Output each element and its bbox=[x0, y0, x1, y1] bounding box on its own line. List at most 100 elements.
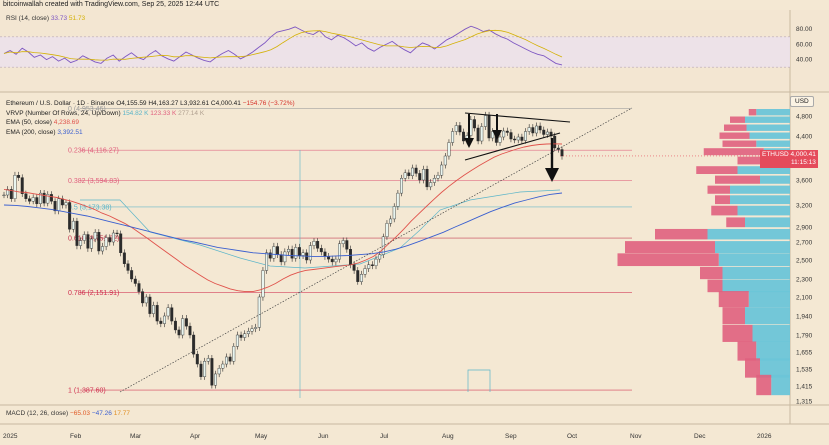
vrvp-total-value: 277.14 K bbox=[178, 109, 205, 117]
candle-up bbox=[443, 155, 447, 166]
candle-down bbox=[323, 251, 327, 257]
volume-profile-up-bar bbox=[756, 140, 790, 147]
candle-up bbox=[378, 254, 382, 260]
candle-down bbox=[553, 135, 557, 149]
candle-down bbox=[345, 240, 349, 250]
candle-up bbox=[93, 232, 97, 240]
rsi-band bbox=[0, 36, 790, 68]
volume-profile-up-bar bbox=[748, 291, 790, 308]
candle-up bbox=[480, 126, 484, 142]
candle-down bbox=[316, 241, 320, 249]
candle-up bbox=[440, 164, 444, 176]
candle-up bbox=[447, 142, 451, 157]
candle-down bbox=[119, 233, 123, 253]
candle-down bbox=[228, 356, 232, 362]
volume-profile-down-bar bbox=[617, 253, 719, 267]
candle-up bbox=[403, 172, 407, 179]
candle-down bbox=[542, 129, 546, 135]
volume-profile-down-bar bbox=[756, 374, 772, 396]
volume-profile-up-bar bbox=[718, 253, 790, 267]
volume-profile-down-bar bbox=[726, 217, 745, 228]
ema200-value: 3,392.51 bbox=[57, 128, 83, 136]
candle-up bbox=[39, 192, 42, 204]
volume-profile-up-bar bbox=[715, 241, 790, 254]
candle-up bbox=[491, 131, 495, 139]
candle-down bbox=[133, 278, 137, 284]
candle-up bbox=[225, 356, 228, 365]
candle-up bbox=[2, 194, 6, 197]
macd-hist-value: 17.77 bbox=[113, 410, 130, 417]
candle-down bbox=[20, 177, 24, 194]
time-tick-label: Sep bbox=[505, 433, 517, 440]
candle-up bbox=[308, 245, 312, 261]
candle-down bbox=[17, 174, 21, 178]
time-tick-label: Feb bbox=[70, 433, 82, 440]
candle-up bbox=[498, 136, 502, 143]
candle-up bbox=[392, 206, 396, 220]
rsi-line bbox=[3, 25, 563, 66]
price-tick-label: 1,655 bbox=[796, 350, 813, 357]
price-tick-label: 1,415 bbox=[796, 384, 813, 391]
volume-profile-up-bar bbox=[737, 166, 790, 174]
symbol-title: Ethereum / U.S. Dollar · 1D · Binance bbox=[6, 100, 115, 107]
candle-down bbox=[538, 125, 542, 131]
candle-down bbox=[49, 194, 53, 202]
candle-down bbox=[513, 138, 517, 141]
volume-profile-down-bar bbox=[711, 205, 738, 216]
candle-up bbox=[527, 127, 531, 132]
volume-profile-down-bar bbox=[715, 195, 730, 205]
price-tick-label: 3,600 bbox=[796, 178, 813, 185]
triangle-lower-line bbox=[464, 132, 561, 161]
volume-profile-down-bar bbox=[719, 132, 750, 139]
fib-level-label: 1 (1,387.60) bbox=[68, 388, 106, 395]
currency-button[interactable]: USD bbox=[790, 96, 814, 107]
candle-up bbox=[235, 334, 239, 347]
candle-down bbox=[425, 168, 429, 188]
candle-down bbox=[330, 258, 334, 263]
candle-up bbox=[374, 258, 378, 266]
candle-up bbox=[181, 318, 185, 336]
candle-up bbox=[429, 182, 433, 188]
candle-up bbox=[71, 220, 75, 230]
candle-up bbox=[163, 315, 166, 324]
candle-down bbox=[115, 232, 119, 235]
candle-up bbox=[144, 296, 148, 304]
volume-profile-up-bar bbox=[707, 228, 790, 240]
volume-profile-up-bar bbox=[737, 205, 790, 216]
candle-down bbox=[505, 130, 509, 133]
candle-up bbox=[265, 252, 269, 271]
time-tick-label: Jul bbox=[380, 433, 389, 440]
candle-up bbox=[232, 346, 236, 362]
candle-down bbox=[458, 125, 462, 133]
candle-up bbox=[261, 270, 265, 298]
candle-down bbox=[192, 334, 196, 355]
candle-down bbox=[159, 320, 163, 324]
candle-up bbox=[152, 305, 155, 314]
candle-up bbox=[432, 177, 436, 183]
candle-down bbox=[531, 127, 535, 134]
last-price-tag: ETHUSD 4,000.41 11:15:13 bbox=[760, 150, 818, 168]
candle-down bbox=[356, 270, 360, 282]
ema200-line bbox=[3, 192, 563, 257]
vrvp-down-value: 123.33 K bbox=[150, 109, 177, 117]
volume-profile-down-bar bbox=[722, 140, 757, 147]
volume-profile-up-bar bbox=[760, 175, 790, 184]
candle-up bbox=[257, 296, 261, 328]
candle-up bbox=[363, 268, 367, 275]
price-tick-label: 2,100 bbox=[796, 295, 813, 302]
fib-level-label: 0 (4,953.46) bbox=[68, 106, 106, 113]
candle-down bbox=[370, 264, 374, 266]
volume-profile-up-bar bbox=[771, 374, 790, 396]
candle-down bbox=[141, 291, 145, 304]
candle-down bbox=[108, 237, 112, 243]
candle-down bbox=[97, 232, 101, 252]
candle-up bbox=[101, 246, 104, 252]
credit-text: bitcoinwallah created with TradingView.c… bbox=[3, 1, 220, 8]
candle-up bbox=[79, 240, 83, 246]
candle-down bbox=[126, 263, 130, 271]
volume-profile-down-bar bbox=[745, 358, 760, 378]
candle-up bbox=[246, 331, 250, 334]
price-tick-label: 2,700 bbox=[796, 240, 813, 247]
candle-down bbox=[210, 358, 214, 386]
